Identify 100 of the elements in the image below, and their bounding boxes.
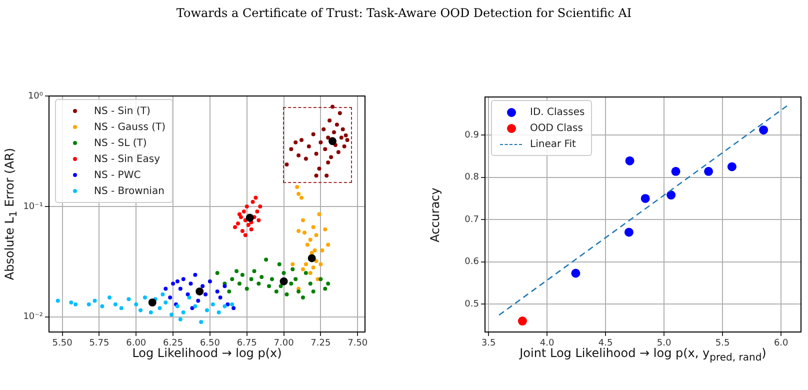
point xyxy=(196,298,200,303)
point xyxy=(148,310,153,314)
point xyxy=(296,289,301,294)
point xyxy=(339,136,344,140)
point xyxy=(311,266,316,270)
point xyxy=(232,306,236,310)
point xyxy=(322,127,326,132)
point xyxy=(237,282,242,286)
point xyxy=(230,277,234,282)
point xyxy=(175,279,180,284)
point xyxy=(244,286,249,291)
point xyxy=(222,304,227,308)
legend-label: NS - Brownian xyxy=(94,186,164,196)
point xyxy=(295,185,300,190)
point xyxy=(571,268,580,278)
point xyxy=(215,270,220,275)
point xyxy=(170,312,174,317)
point xyxy=(727,162,736,172)
point xyxy=(242,210,246,214)
point xyxy=(108,295,112,300)
point xyxy=(187,295,192,300)
point xyxy=(300,218,305,222)
y-axis-title: Accuracy xyxy=(428,187,442,242)
point xyxy=(323,286,328,291)
point xyxy=(234,269,239,274)
point xyxy=(168,295,172,300)
point xyxy=(311,225,316,230)
y-tick-label: 10⁻² xyxy=(23,312,44,322)
point xyxy=(317,166,322,171)
point xyxy=(249,277,254,282)
point xyxy=(205,308,209,312)
point xyxy=(148,298,156,307)
point xyxy=(304,156,308,161)
point xyxy=(334,122,339,127)
point xyxy=(113,302,118,306)
legend-label: Linear Fit xyxy=(530,138,576,150)
point xyxy=(324,174,329,178)
y-tick-label: 10⁰ xyxy=(28,91,44,102)
x-tick-label: 7.25 xyxy=(310,338,331,349)
legend-label: NS - Sin (T) xyxy=(94,106,150,116)
legend-label: NS - SL (T) xyxy=(94,138,147,148)
x-axis-title: Joint Log Likelihood → log p(x, y$_{pred, rand}$) xyxy=(520,346,766,364)
point xyxy=(142,295,147,300)
point xyxy=(344,133,348,138)
point xyxy=(314,152,318,156)
point xyxy=(311,132,316,136)
point xyxy=(310,250,314,255)
point xyxy=(258,204,262,208)
point xyxy=(314,174,318,178)
point xyxy=(300,295,305,300)
point xyxy=(254,196,258,200)
point xyxy=(227,289,232,294)
point xyxy=(252,269,256,274)
point xyxy=(625,156,634,166)
point xyxy=(267,284,272,288)
point xyxy=(171,282,176,286)
point xyxy=(289,147,294,152)
point xyxy=(190,306,194,310)
point xyxy=(317,212,322,216)
point xyxy=(294,140,298,144)
point xyxy=(246,214,254,222)
point xyxy=(304,262,308,266)
x-tick-label: 5.0 xyxy=(656,338,672,349)
point xyxy=(233,225,238,230)
point xyxy=(138,308,143,312)
point xyxy=(181,277,186,282)
point xyxy=(326,242,330,247)
point xyxy=(158,306,162,310)
point xyxy=(100,304,104,308)
x-axis-title: Log Likelihood → log p(x) xyxy=(132,346,282,360)
legend-label: NS - PWC xyxy=(94,170,141,180)
point xyxy=(256,218,261,222)
point xyxy=(196,287,204,296)
point xyxy=(250,200,255,204)
point xyxy=(215,289,220,294)
point xyxy=(181,310,186,314)
point xyxy=(188,282,193,286)
point xyxy=(296,228,301,233)
point xyxy=(666,190,676,200)
point xyxy=(274,289,278,294)
point xyxy=(296,192,301,196)
point xyxy=(126,297,131,302)
legend-label: OOD Class xyxy=(530,122,583,134)
x-tick-label: 6.00 xyxy=(126,338,146,349)
point xyxy=(328,118,332,123)
y-tick-label: 10⁻¹ xyxy=(23,202,44,212)
point xyxy=(314,259,318,264)
legend-label: NS - Sin Easy xyxy=(94,154,160,164)
point xyxy=(323,147,328,152)
point xyxy=(332,130,336,134)
point xyxy=(300,138,304,142)
x-tick-label: 5.50 xyxy=(52,338,73,349)
x-tick-label: 5.5 xyxy=(715,338,730,349)
point xyxy=(255,210,260,214)
point xyxy=(296,153,301,158)
x-tick-label: 6.75 xyxy=(236,338,257,349)
point xyxy=(240,228,244,233)
point xyxy=(208,279,212,284)
point xyxy=(216,310,221,314)
point xyxy=(518,316,527,326)
